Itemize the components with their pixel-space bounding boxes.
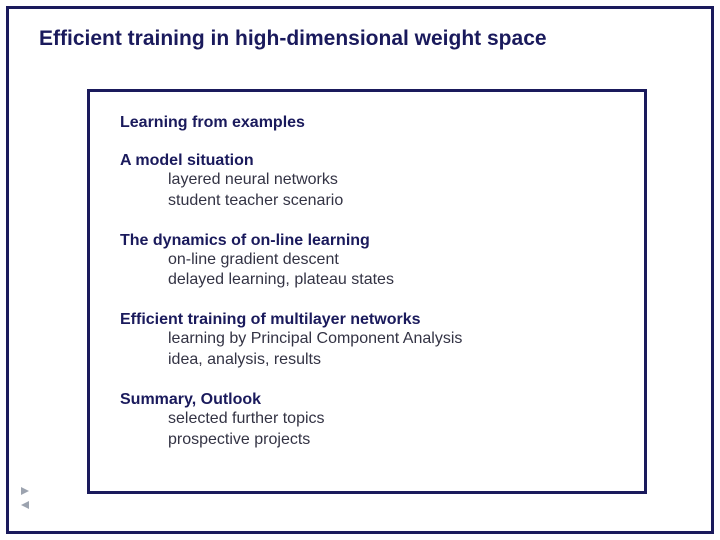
section-0: Learning from examples <box>120 114 624 132</box>
section-heading: Summary, Outlook <box>120 391 624 409</box>
section-item: student teacher scenario <box>120 191 624 212</box>
section-item: layered neural networks <box>120 170 624 191</box>
nav-arrows <box>19 485 31 511</box>
section-item: selected further topics <box>120 409 624 430</box>
nav-next-icon[interactable] <box>19 485 31 497</box>
section-item: on-line gradient descent <box>120 250 624 271</box>
section-heading: Learning from examples <box>120 114 624 132</box>
section-2: The dynamics of on-line learning on-line… <box>120 232 624 292</box>
section-heading: The dynamics of on-line learning <box>120 232 624 250</box>
slide-title: Efficient training in high-dimensional w… <box>39 27 547 51</box>
section-heading: A model situation <box>120 152 624 170</box>
section-item: idea, analysis, results <box>120 350 624 371</box>
slide-frame: Efficient training in high-dimensional w… <box>6 6 714 534</box>
section-heading: Efficient training of multilayer network… <box>120 311 624 329</box>
section-item: learning by Principal Component Analysis <box>120 329 624 350</box>
section-item: delayed learning, plateau states <box>120 270 624 291</box>
nav-prev-icon[interactable] <box>19 499 31 511</box>
section-4: Summary, Outlook selected further topics… <box>120 391 624 451</box>
section-item: prospective projects <box>120 430 624 451</box>
section-1: A model situation layered neural network… <box>120 152 624 212</box>
section-3: Efficient training of multilayer network… <box>120 311 624 371</box>
content-box: Learning from examples A model situation… <box>87 89 647 494</box>
